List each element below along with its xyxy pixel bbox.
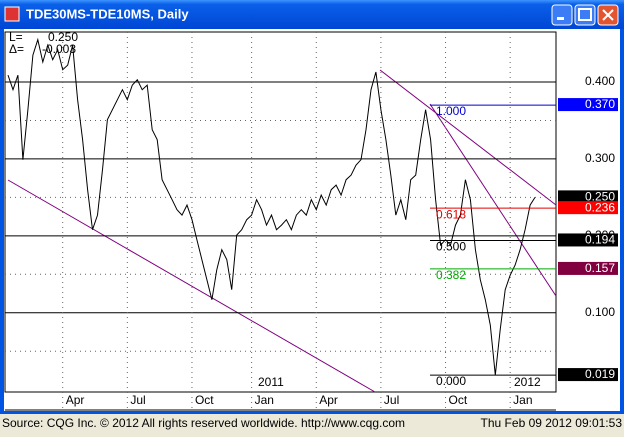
x-tick-label: Oct	[195, 393, 214, 407]
close-button[interactable]	[597, 4, 619, 26]
readout-label: Δ=	[9, 42, 24, 56]
price-badge-label: 0.250	[585, 190, 615, 204]
price-badge	[558, 190, 618, 204]
chart-area	[4, 29, 620, 411]
x-tick-label: Jul	[130, 393, 145, 407]
footer-timestamp: Thu Feb 09 2012 09:01:53	[481, 416, 623, 430]
y-tick-label: 0.300	[585, 151, 615, 165]
readout-label: L=	[9, 30, 23, 44]
x-tick-label: Oct	[449, 393, 468, 407]
y-tick-label: 0.100	[585, 305, 615, 319]
x-tick-label: Apr	[66, 393, 85, 407]
x-tick-label: Jul	[384, 393, 399, 407]
readout-value: 0.250	[48, 30, 78, 44]
trend-line	[379, 69, 557, 206]
min-button[interactable]	[551, 4, 573, 26]
price-badge-label: 0.194	[585, 233, 615, 247]
title-bar	[0, 0, 624, 29]
max-button[interactable]	[574, 4, 596, 26]
price-badge-label: 0.370	[585, 97, 615, 111]
plot	[5, 32, 557, 410]
app-icon	[4, 6, 20, 22]
x-tick-label: Apr	[319, 393, 338, 407]
plot-border	[4, 31, 557, 393]
price-line	[7, 37, 536, 376]
trend-line	[429, 103, 557, 297]
year-label: 2011	[258, 375, 284, 389]
price-badge-label: 0.236	[585, 200, 615, 214]
fib-label: 0.382	[436, 268, 466, 282]
price-badge	[558, 201, 618, 215]
footer-source: Source: CQG Inc. © 2012 All rights reser…	[2, 416, 405, 430]
price-badge	[558, 233, 618, 247]
price-badge	[558, 98, 618, 112]
price-badge-label: 0.019	[585, 367, 615, 381]
fib-label: 0.500	[436, 240, 466, 254]
price-badge	[558, 261, 618, 275]
y-tick-label: 0.400	[585, 74, 615, 88]
readout-value: -0.003	[42, 42, 76, 56]
price-badge	[558, 368, 618, 382]
price-badge-label: 0.157	[585, 261, 615, 275]
x-tick-label: Jan	[255, 393, 274, 407]
x-tick-label: Jan	[513, 393, 532, 407]
fib-label: 0.000	[436, 374, 466, 388]
year-label: 2012	[514, 375, 541, 389]
trend-line	[7, 179, 376, 393]
window-title: TDE30MS-TDE10MS, Daily	[26, 6, 189, 21]
fib-label: 1.000	[436, 104, 466, 118]
fib-label: 0.618	[436, 207, 466, 221]
